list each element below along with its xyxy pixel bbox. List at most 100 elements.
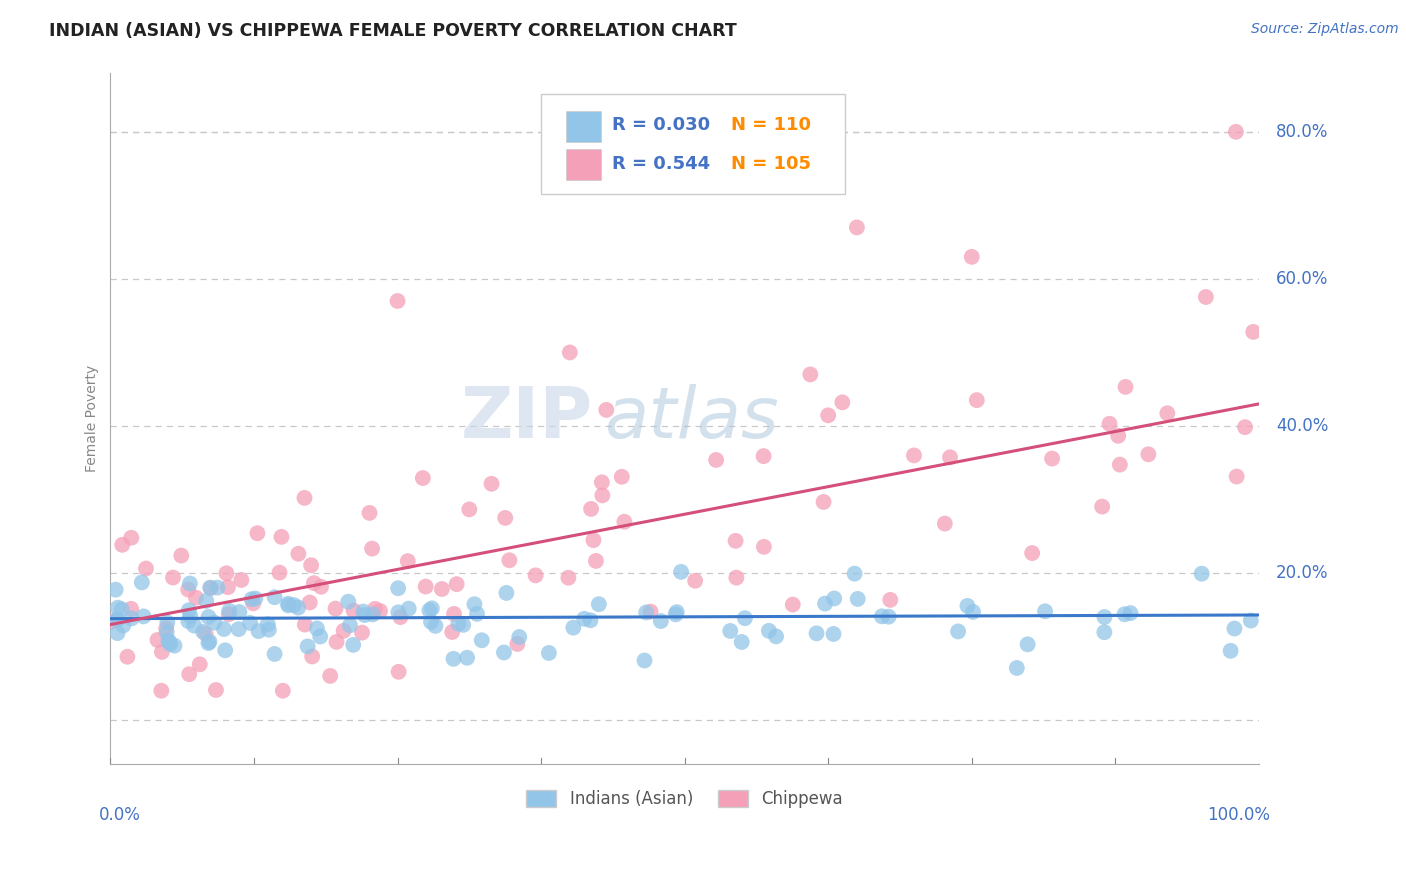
Point: [188, 657, 211, 672]
Point: [799, 368, 821, 382]
Point: [132, 609, 155, 624]
Point: [398, 601, 420, 615]
Point: [177, 614, 200, 628]
Point: [388, 665, 411, 679]
Point: [1005, 661, 1028, 675]
Point: [177, 582, 200, 597]
Point: [870, 609, 893, 624]
Point: [299, 558, 322, 573]
Point: [231, 573, 253, 587]
Point: [782, 598, 804, 612]
Point: [725, 571, 748, 585]
Point: [498, 553, 520, 567]
Point: [420, 601, 443, 615]
Point: [156, 615, 179, 630]
Point: [591, 488, 613, 502]
Text: 40.0%: 40.0%: [1277, 417, 1329, 435]
Point: [494, 511, 516, 525]
Point: [765, 629, 787, 643]
Point: [342, 603, 364, 617]
Point: [197, 636, 219, 650]
Point: [177, 603, 200, 617]
Point: [339, 618, 361, 632]
Point: [447, 616, 470, 631]
Point: [200, 581, 222, 595]
Point: [823, 591, 845, 606]
Point: [585, 554, 607, 568]
Point: [202, 615, 225, 630]
Point: [425, 619, 447, 633]
Text: N = 110: N = 110: [731, 116, 811, 134]
Bar: [567, 111, 600, 142]
Point: [277, 599, 299, 613]
Point: [1033, 604, 1056, 618]
Point: [1234, 420, 1257, 434]
Point: [271, 683, 294, 698]
Point: [319, 669, 342, 683]
Point: [665, 605, 688, 619]
Point: [443, 607, 465, 621]
Point: [650, 614, 672, 628]
Point: [135, 561, 157, 575]
Point: [294, 617, 316, 632]
Legend: Indians (Asian), Chippewa: Indians (Asian), Chippewa: [520, 783, 849, 814]
Point: [1098, 417, 1121, 431]
Point: [1240, 614, 1263, 628]
Point: [430, 582, 453, 596]
Point: [844, 566, 866, 581]
Point: [364, 602, 387, 616]
Point: [287, 600, 309, 615]
Point: [131, 575, 153, 590]
Point: [731, 635, 754, 649]
Point: [121, 611, 143, 625]
Point: [582, 533, 605, 548]
Point: [1017, 637, 1039, 651]
Point: [817, 409, 839, 423]
Point: [471, 633, 494, 648]
Point: [636, 606, 658, 620]
Point: [111, 538, 134, 552]
Point: [105, 612, 128, 626]
Point: [332, 624, 354, 638]
Point: [446, 577, 468, 591]
Point: [1115, 380, 1137, 394]
Point: [361, 607, 384, 622]
Point: [813, 495, 835, 509]
Point: [806, 626, 828, 640]
Point: [257, 617, 280, 632]
Point: [1091, 500, 1114, 514]
Point: [613, 515, 636, 529]
Point: [263, 647, 285, 661]
Point: [117, 649, 139, 664]
Point: [305, 622, 328, 636]
Point: [1241, 325, 1264, 339]
Point: [240, 592, 263, 607]
Point: [960, 250, 983, 264]
Point: [939, 450, 962, 465]
Point: [325, 635, 347, 649]
Point: [1137, 447, 1160, 461]
Text: ZIP: ZIP: [461, 384, 593, 453]
Bar: [567, 149, 600, 180]
Point: [640, 605, 662, 619]
Text: 0.0%: 0.0%: [98, 805, 141, 823]
Point: [418, 603, 440, 617]
Point: [120, 531, 142, 545]
Point: [294, 491, 316, 505]
Point: [194, 626, 217, 640]
Point: [1156, 406, 1178, 420]
Point: [263, 591, 285, 605]
Point: [1226, 469, 1249, 483]
Point: [361, 541, 384, 556]
Point: [1107, 429, 1129, 443]
Point: [301, 649, 323, 664]
Point: [1092, 625, 1115, 640]
Point: [1021, 546, 1043, 560]
Point: [107, 600, 129, 615]
Point: [198, 634, 221, 648]
Point: [359, 506, 381, 520]
Point: [387, 581, 409, 595]
Point: [287, 547, 309, 561]
Point: [1191, 566, 1213, 581]
Point: [966, 393, 988, 408]
